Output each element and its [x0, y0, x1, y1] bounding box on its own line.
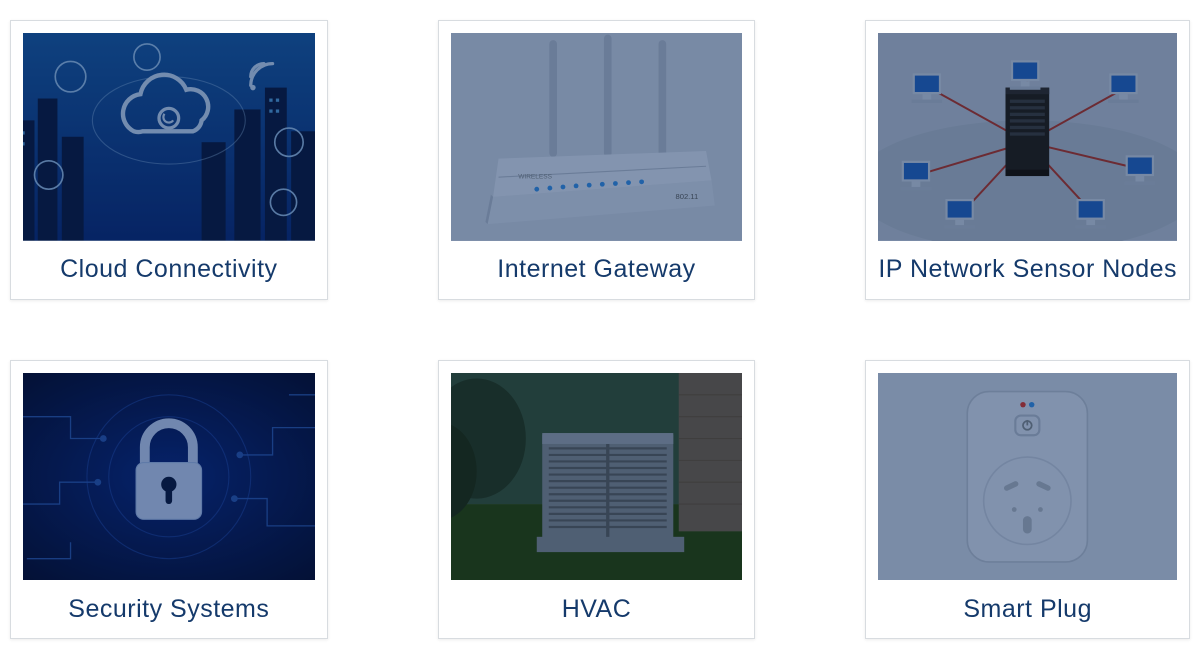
caption-ip-network: IP Network Sensor Nodes — [878, 241, 1177, 299]
caption-cloud-connectivity: Cloud Connectivity — [60, 241, 277, 299]
card-internet-gateway[interactable]: WIRELESS 802.11 Internet Gateway — [438, 20, 756, 300]
card-hvac[interactable]: HVAC — [438, 360, 756, 640]
card-cloud-connectivity[interactable]: Cloud Connectivity — [10, 20, 328, 300]
thumb-cloud-connectivity — [23, 33, 315, 241]
thumb-security-systems — [23, 373, 315, 581]
card-grid: Cloud Connectivity — [10, 20, 1190, 639]
thumb-smart-plug — [878, 373, 1177, 581]
card-smart-plug[interactable]: Smart Plug — [865, 360, 1190, 640]
caption-smart-plug: Smart Plug — [963, 580, 1092, 638]
thumb-internet-gateway: WIRELESS 802.11 — [451, 33, 743, 241]
thumb-hvac — [451, 373, 743, 581]
card-security-systems[interactable]: Security Systems — [10, 360, 328, 640]
thumb-ip-network — [878, 33, 1177, 241]
caption-security-systems: Security Systems — [68, 580, 269, 638]
card-ip-network[interactable]: IP Network Sensor Nodes — [865, 20, 1190, 300]
caption-internet-gateway: Internet Gateway — [497, 241, 695, 299]
caption-hvac: HVAC — [562, 580, 632, 638]
